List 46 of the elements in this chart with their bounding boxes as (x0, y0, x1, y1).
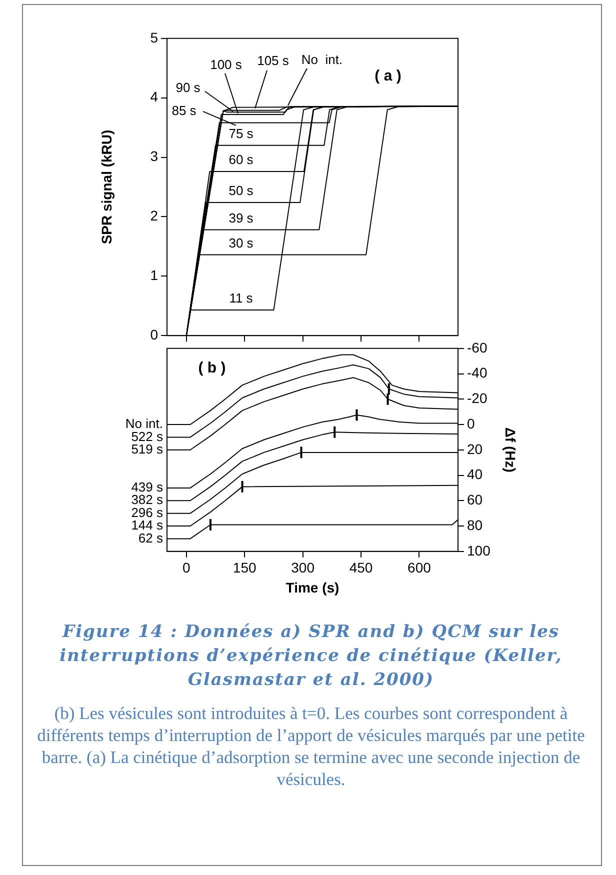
legend-label: 85 s (172, 102, 197, 118)
y-tick-label: -60 (467, 339, 488, 356)
series-label: 30 s (228, 235, 254, 250)
series-label: No int. (125, 416, 163, 432)
x-tick-label: 600 (408, 560, 432, 576)
y-tick-label: 60 (467, 492, 483, 508)
series-label: 439 s (131, 480, 164, 495)
text: No int. (301, 52, 343, 67)
y-tick-label: 3 (150, 148, 158, 164)
y-tick-label: 40 (467, 466, 483, 482)
series-label: 382 s (131, 492, 164, 508)
x-tick-label: 300 (291, 560, 315, 576)
y-tick-label: 1 (150, 267, 158, 284)
caption: Figure 14 : Données a) SPR and b) QCM sur les interruptions d’expérience de cinétique (Keller, Glasmastar et al. 2000) (58, 621, 564, 692)
text: ( a ) (374, 67, 402, 84)
x-axis-title: Time (s) (286, 579, 340, 596)
series-label: 519 s (131, 441, 164, 456)
x-tick-label: 150 (232, 560, 256, 576)
y-tick-label: 0 (467, 415, 475, 432)
y-tick-label: -40 (467, 364, 488, 381)
text: 90 s (176, 80, 201, 95)
y-tick-label: 80 (467, 516, 483, 533)
y-tick-label: 5 (150, 29, 158, 46)
y-axis-title: SPR signal (kRU) (98, 130, 114, 244)
series-label: 144 s (131, 518, 164, 533)
series-label: 11 s (229, 290, 254, 306)
text: (b) Les vésicules sont introduites à t=0. Les courbes sont correspondent à différents temps d’interruption de l’apport de vésicules marqués par une petite barre. (a) La cinétique d’adsorption se termine avec une seconde injection de vésicules. (36, 702, 586, 790)
text: ( b ) (198, 359, 226, 376)
y-axis-title: Δf (Hz) (502, 427, 519, 472)
y-tick-label: -20 (467, 390, 488, 406)
series-label: 522 s (131, 428, 164, 444)
series-label: 62 s (138, 530, 164, 546)
y-tick-label: 4 (150, 88, 158, 105)
y-tick-label: 0 (150, 326, 158, 342)
series-label: 39 s (228, 210, 254, 226)
x-tick-label: 0 (182, 560, 190, 576)
series-label: 60 s (228, 152, 254, 168)
text: 100 s (210, 56, 242, 72)
series-label: 296 s (131, 504, 164, 520)
y-tick-label: 2 (150, 208, 158, 224)
series-label: 50 s (228, 183, 254, 198)
x-tick-label: 450 (349, 560, 373, 576)
y-tick-label: 20 (467, 440, 483, 457)
y-tick-label: 100 (467, 542, 491, 558)
series-label: 75 s (228, 126, 254, 141)
text: 105 s (257, 52, 290, 68)
